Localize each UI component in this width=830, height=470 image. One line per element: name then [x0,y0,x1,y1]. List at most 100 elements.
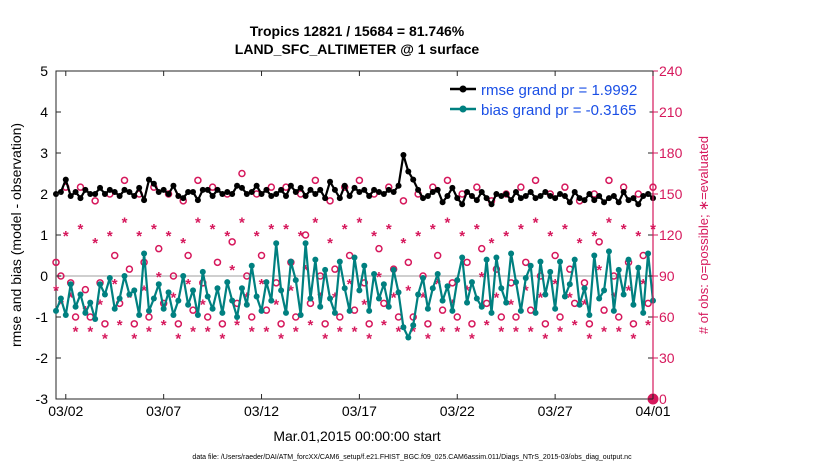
bias-marker [165,289,172,296]
obs-evaluated-marker: * [572,317,578,334]
obs-possible-marker [453,313,462,321]
bias-marker [420,275,427,282]
obs-possible-marker [247,313,256,321]
bias-marker [336,258,343,265]
obs-evaluated-marker: * [190,324,196,341]
rmse-marker [92,191,99,197]
obs-evaluated-marker: * [268,221,274,238]
obs-possible-marker [228,238,236,246]
obs-possible-marker [76,183,85,191]
rmse-marker [160,186,167,193]
bias-marker [57,295,64,302]
rmse-marker [488,201,495,208]
bias-marker [136,311,143,318]
rmse-marker [566,199,573,206]
rmse-marker [635,201,642,208]
obs-evaluated-marker: * [503,228,509,245]
obs-evaluated-marker: * [293,324,299,341]
rmse-marker [136,184,143,191]
right-tick-label: 90 [659,268,675,284]
rmse-marker [126,188,133,195]
legend-rmse-label: rmse grand pr = 1.9992 [481,82,637,99]
y-axis-label-right: # of obs: o=possible; ∗=evaluated [696,136,711,334]
obs-evaluated-marker: * [533,214,539,231]
obs-evaluated-marker: * [391,290,397,307]
obs-evaluated-marker: * [425,331,431,348]
bias-marker [72,303,79,310]
obs-possible-marker [605,176,613,185]
bias-marker [645,250,652,257]
legend-bias-marker [459,105,467,113]
data-file-footer: data file: /Users/raeder/DAI/ATM_forcXX/… [192,454,632,461]
obs-evaluated-marker: * [454,324,460,341]
plot-area [55,70,654,400]
rmse-marker [420,195,427,202]
rmse-marker [121,186,128,193]
rmse-marker [478,188,485,195]
obs-evaluated-marker: * [420,290,426,307]
rmse-marker [468,193,475,200]
obs-evaluated-marker: * [621,221,627,238]
obs-possible-marker [321,320,329,328]
rmse-marker [243,191,250,197]
bias-marker [82,309,89,316]
obs-evaluated-marker: * [645,317,651,334]
bias-marker [508,250,515,257]
bias-marker [630,301,637,308]
bias-marker [380,281,387,288]
obs-evaluated-marker: * [239,214,245,231]
obs-evaluated-marker: * [136,228,142,245]
obs-possible-marker [174,320,183,328]
bias-marker [307,295,314,302]
obs-evaluated-marker: * [210,221,216,238]
right-tick-label: 0 [659,391,667,407]
bias-marker [488,309,495,316]
rmse-marker [380,191,387,197]
bias-marker [111,305,118,312]
obs-evaluated-marker: * [347,276,353,293]
obs-evaluated-marker: * [332,290,338,307]
bias-marker [278,287,285,294]
obs-possible-marker [52,258,60,267]
obs-evaluated-marker: * [616,324,622,341]
rmse-marker [141,197,148,204]
obs-evaluated-marker: * [278,331,284,348]
bias-marker [566,281,573,288]
bias-marker [268,297,275,304]
obs-evaluated-marker: * [180,235,186,252]
obs-possible-marker [463,258,471,267]
obs-evaluated-marker: * [97,296,103,313]
obs-evaluated-marker: * [582,296,588,313]
bias-marker [62,311,69,318]
obs-possible-marker [424,320,432,328]
rmse-marker [424,193,431,200]
rmse-marker [282,193,289,200]
obs-evaluated-marker: * [254,228,260,245]
rmse-marker [165,191,172,197]
rmse-marker [331,186,338,193]
legend-bias-label: bias grand pr = -0.3165 [481,102,637,119]
obs-evaluated-marker: * [131,331,137,348]
obs-evaluated-marker: * [538,290,544,307]
bias-marker [160,305,167,312]
obs-evaluated-marker: * [234,317,240,334]
bias-marker [601,287,608,294]
rmse-marker [561,193,568,200]
left-tick-label: -1 [36,309,49,325]
obs-evaluated-marker: * [166,228,172,245]
obs-evaluated-marker: * [435,276,441,293]
rmse-marker [395,182,402,189]
obs-possible-marker [91,197,99,205]
obs-evaluated-marker: * [552,276,558,293]
obs-evaluated-marker: * [430,221,436,238]
obs-possible-marker [331,265,339,273]
obs-evaluated-marker: * [151,221,157,238]
obs-possible-marker [443,176,452,185]
x-tick-label: 03/17 [342,403,377,419]
bias-marker [512,279,519,286]
obs-possible-marker [477,244,486,253]
obs-possible-marker [169,272,178,280]
obs-evaluated-marker: * [596,262,602,279]
bias-marker [429,285,436,292]
left-tick-label: -3 [36,391,49,407]
